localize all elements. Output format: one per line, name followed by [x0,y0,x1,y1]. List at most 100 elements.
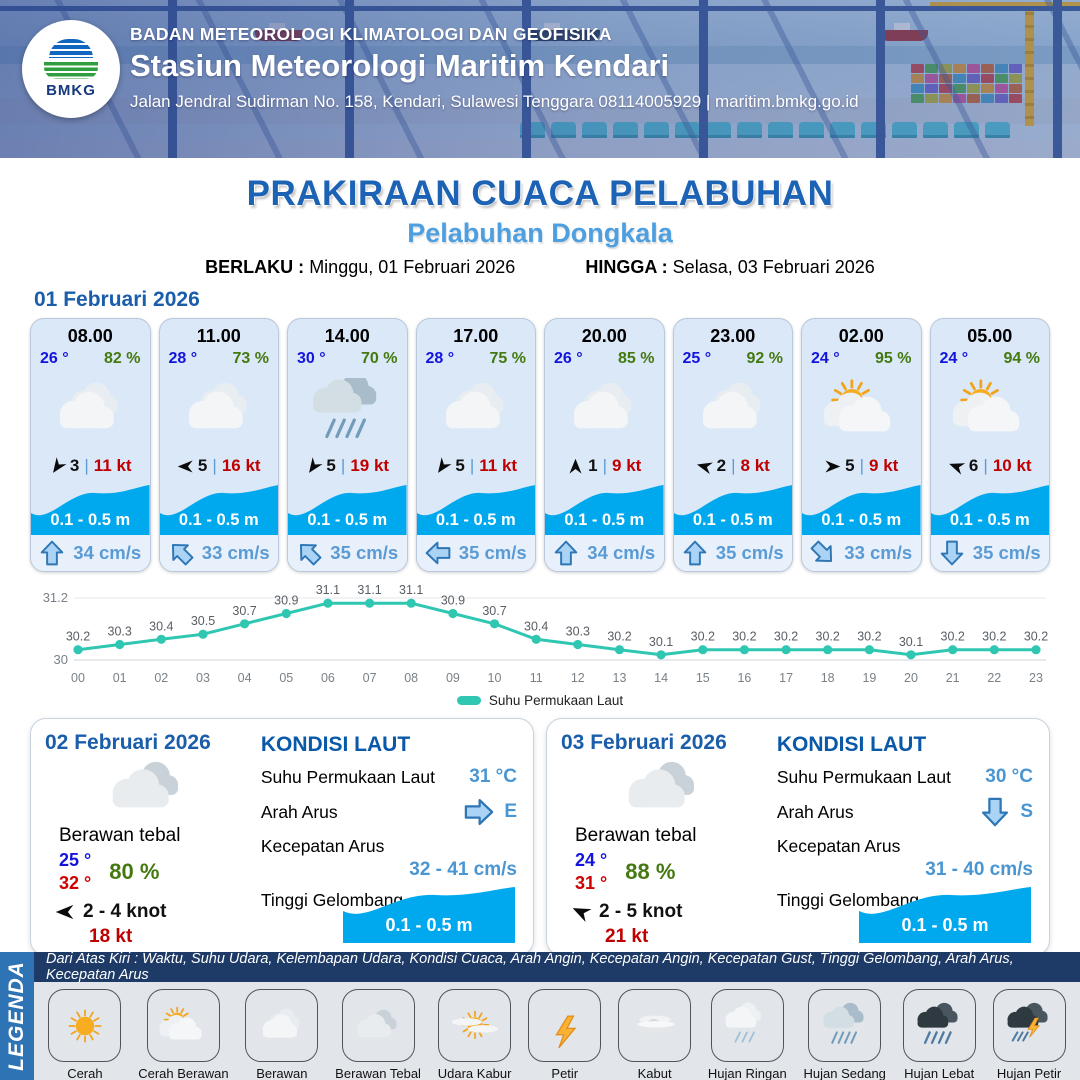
current-direction-icon [553,540,579,566]
current-direction-icon [296,540,322,566]
page-title: PRAKIRAAN CUACA PELABUHAN [246,174,834,213]
separator: | [469,456,475,475]
legend-item-label: Hujan Petir [996,1066,1062,1080]
legend-item-label: Udara Kabur [437,1066,512,1080]
weather-icon [45,755,249,823]
gust-speed: 11 kt [93,456,132,475]
svg-text:19: 19 [862,671,876,685]
legend-items: Cerah Cerah Berawan Berawan Berawan Teba… [34,982,1080,1080]
legend-item-label: Hujan Sedang [803,1066,886,1080]
hujan-sedang-icon [808,989,882,1062]
sst-value: 30 °C [985,766,1033,787]
current-row: 35 cm/s [288,535,407,571]
air-temp: 30 ° [297,350,326,367]
gust-speed: 18 kt [89,926,133,947]
weather-icon [545,368,664,452]
svg-text:12: 12 [571,671,585,685]
svg-text:13: 13 [613,671,627,685]
air-temp: 24 ° [811,350,840,367]
svg-text:30.2: 30.2 [774,630,798,644]
day1-date: 01 Februari 2026 [34,288,200,311]
current-row: 35 cm/s [416,535,535,571]
separator: | [340,456,346,475]
petir-icon [528,989,602,1062]
current-direction-value: S [1020,801,1033,822]
current-direction-value: E [504,801,517,822]
humidity: 82 % [104,350,141,367]
wind-speed: 5 [845,456,855,475]
bmkg-logo-icon [44,39,98,79]
svg-text:04: 04 [238,671,252,685]
time-label: 17.00 [453,326,499,346]
air-temp: 26 ° [40,350,69,367]
svg-text:30.2: 30.2 [732,630,756,644]
wave-height-graphic: 0.1 - 0.5 m [859,885,1031,943]
wave-height: 0.1 - 0.5 m [692,511,773,529]
forecast-card: 17.00 28 ° 75 % 5 | 11 kt 0.1 - 0.5 m 35… [415,318,536,572]
daily-forecast-card: 03 Februari 2026 Berawan tebal 24 ° 31 °… [546,718,1050,956]
svg-text:30.1: 30.1 [649,635,673,649]
wave-height: 0.1 - 0.5 m [949,511,1030,529]
wave-height-band: 0.1 - 0.5 m [31,483,150,535]
current-speed: 34 cm/s [73,542,142,563]
hujan-petir-icon [992,989,1066,1062]
wind-direction-icon [696,458,713,475]
legend-item: Berawan Tebal [335,989,421,1080]
svg-text:30.2: 30.2 [857,630,881,644]
air-temp: 28 ° [425,350,455,367]
current-row: 34 cm/s [545,535,664,571]
wind-speed: 1 [588,456,598,475]
weather-icon [802,368,921,452]
wave-height-value: 0.1 - 0.5 m [901,915,989,935]
daily-forecast-card: 02 Februari 2026 Berawan tebal 25 ° 32 °… [30,718,534,956]
header-banner: BMKG BADAN METEOROLOGI KLIMATOLOGI DAN G… [0,0,1080,158]
wave-height: 0.1 - 0.5 m [564,511,645,529]
current-speed: 33 cm/s [201,542,270,563]
svg-text:30.5: 30.5 [191,614,215,628]
gust-speed: 21 kt [605,926,649,947]
humidity: 85 % [618,350,655,367]
temp-min: 25 ° [59,850,92,870]
gust-speed: 11 kt [479,456,518,475]
current-speed: 35 cm/s [330,542,399,563]
legend-section: LEGENDA Dari Atas Kiri : Waktu, Suhu Uda… [0,951,1080,1080]
svg-text:30.3: 30.3 [566,625,590,639]
sst-value: 31 °C [469,766,517,787]
weather-icon [674,368,793,452]
svg-text:20: 20 [904,671,918,685]
current-direction-icon [682,540,708,566]
svg-text:30.7: 30.7 [232,604,256,618]
weather-icon [31,368,150,452]
svg-text:05: 05 [279,671,293,685]
gust-speed: 8 kt [740,456,770,475]
legend-note: Dari Atas Kiri : Waktu, Suhu Udara, Kele… [34,951,1080,983]
wave-height-band: 0.1 - 0.5 m [930,483,1049,535]
svg-text:30.4: 30.4 [149,619,173,633]
wind-direction-icon [567,458,584,475]
legend-item: Hujan Ringan [708,989,787,1080]
wave-height: 0.1 - 0.5 m [178,511,259,529]
current-speed: 35 cm/s [458,542,527,563]
berlaku-label: BERLAKU : [205,257,305,277]
svg-text:30: 30 [54,652,68,667]
separator: | [212,456,217,475]
svg-text:09: 09 [446,671,460,685]
current-speed: 34 cm/s [587,542,656,563]
svg-text:22: 22 [987,671,1001,685]
weather-icon [288,368,407,452]
current-direction-icon [425,540,451,566]
humidity: 73 % [232,350,269,367]
validity-period: BERLAKU : Minggu, 01 Februari 2026 HINGG… [0,257,1080,278]
svg-text:00: 00 [71,671,85,685]
sst-label: Suhu Permukaan Laut [260,766,435,787]
wind-direction-icon [305,456,323,475]
wind-direction-icon [177,458,194,475]
legend-band: LEGENDA [0,952,34,1080]
wave-height-band: 0.1 - 0.5 m [416,483,535,535]
time-label: 11.00 [196,326,241,346]
legend-item: Cerah [48,989,122,1080]
wind-direction-icon [49,456,67,475]
current-speed-label: Kecepatan Arus [260,836,385,856]
gust-speed: 9 kt [612,456,642,475]
